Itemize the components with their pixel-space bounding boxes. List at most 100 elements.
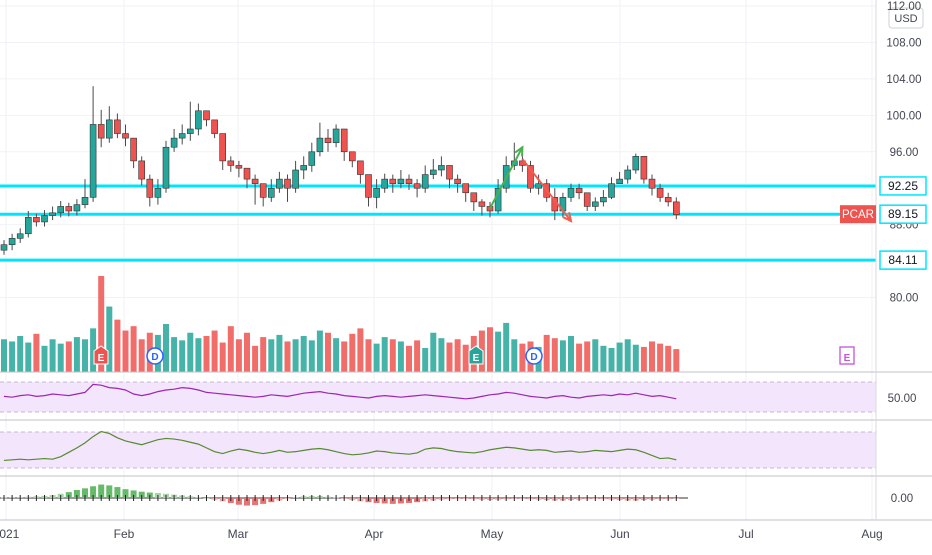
histogram-axis-label: 0.00: [891, 493, 913, 505]
volume-bar: [106, 306, 113, 372]
candle-body: [300, 165, 308, 171]
volume-bar: [616, 342, 623, 372]
dividend-marker[interactable]: D: [146, 347, 164, 365]
volume-bar: [292, 339, 299, 372]
volume-bar: [268, 339, 275, 372]
dividend-circle: [525, 347, 543, 365]
candle-body: [413, 183, 421, 189]
candle-body: [478, 201, 486, 207]
time-tick-label: May: [481, 527, 504, 541]
candle-body: [219, 133, 226, 162]
volume-bar: [487, 327, 493, 372]
volume-bar: [114, 319, 121, 372]
earnings-marker[interactable]: E: [468, 345, 484, 365]
oscillator-line: [3, 430, 677, 462]
rsi-line: [3, 383, 677, 400]
candle-body: [527, 165, 534, 189]
price-tick-label: 112.00: [887, 1, 921, 13]
currency-box[interactable]: [888, 7, 924, 29]
volume-bar: [462, 344, 469, 372]
symbol-label: PCAR: [842, 209, 874, 221]
candle-body: [57, 206, 65, 214]
candle-body: [146, 178, 154, 198]
currency-label: USD: [894, 13, 917, 25]
candle-body: [251, 178, 259, 184]
candle-body: [138, 160, 145, 180]
candle-body: [0, 244, 8, 251]
volume-bar: [260, 337, 267, 372]
candle-body: [348, 151, 356, 162]
horizontal-levels[interactable]: [0, 184, 876, 262]
earnings-marker[interactable]: E: [93, 345, 109, 365]
candle-body: [664, 197, 672, 203]
candle-body: [340, 128, 348, 153]
volume-bar: [98, 276, 105, 372]
indicator-band: [0, 432, 876, 468]
volume-bar: [179, 340, 186, 372]
volume-bar: [414, 340, 421, 372]
dividend-marker[interactable]: D: [525, 347, 543, 365]
histogram-bar: [98, 484, 105, 498]
candle-body: [616, 178, 623, 184]
candle-body: [421, 174, 429, 189]
candle-body: [49, 212, 56, 216]
candle-body: [632, 156, 640, 171]
volume-bar: [171, 337, 178, 372]
volume-bar: [41, 345, 48, 372]
volume-bar: [430, 332, 437, 372]
candle-body: [583, 192, 591, 207]
histogram-bar: [122, 489, 129, 498]
candle-body: [624, 169, 632, 180]
candle-body: [203, 110, 210, 121]
candle-body: [65, 206, 73, 212]
rsi-axis-label: 50.00: [888, 393, 917, 405]
volume-bar: [389, 339, 396, 372]
volume-bar: [65, 341, 72, 372]
volume-bar: [397, 341, 404, 372]
histogram-bar: [130, 490, 137, 498]
candle-body: [332, 128, 340, 143]
candle-body: [33, 217, 40, 223]
volume-bar: [138, 339, 145, 372]
price-tick-label: 96.00: [890, 147, 919, 159]
volume-bar: [357, 328, 364, 372]
volume-bar: [187, 332, 194, 372]
level-price-label: 89.15: [888, 207, 918, 221]
candle-body: [324, 137, 332, 143]
time-axis[interactable]: 2021 Feb Mar Apr May Jun Jul Aug: [0, 527, 883, 541]
earnings-marker[interactable]: E: [839, 346, 855, 365]
candle-body: [81, 197, 89, 205]
trend-arrow-head: [514, 145, 524, 157]
candle-body: [454, 178, 461, 184]
trend-arrows[interactable]: [489, 145, 573, 223]
indicator-panes: [0, 371, 932, 521]
candle-body: [648, 178, 656, 189]
candle-body: [187, 128, 194, 134]
candle-body: [211, 119, 218, 134]
volume-bar: [49, 339, 56, 372]
volume-bar: [9, 341, 16, 372]
volume-bar: [649, 341, 655, 372]
volume-bar: [381, 337, 388, 372]
candle-body: [470, 192, 478, 203]
candle-body: [89, 124, 97, 198]
histogram-bar: [106, 485, 113, 498]
candle-body: [381, 178, 389, 189]
level-price-label: 92.25: [888, 179, 918, 193]
candle-body: [284, 178, 291, 189]
candle-body: [195, 110, 202, 130]
candle-body: [397, 178, 405, 184]
volume-bar: [365, 339, 372, 372]
time-tick-label: Jun: [610, 527, 629, 541]
volume-bar: [195, 338, 202, 372]
volume-bar: [559, 340, 566, 372]
candle-body: [575, 187, 583, 194]
volume-bar: [640, 346, 647, 372]
volume-bar: [495, 331, 502, 372]
dividend-circle: [146, 347, 164, 365]
trend-arrow-line: [489, 146, 524, 209]
volume-bar: [592, 339, 599, 372]
volume-bar: [130, 326, 137, 372]
